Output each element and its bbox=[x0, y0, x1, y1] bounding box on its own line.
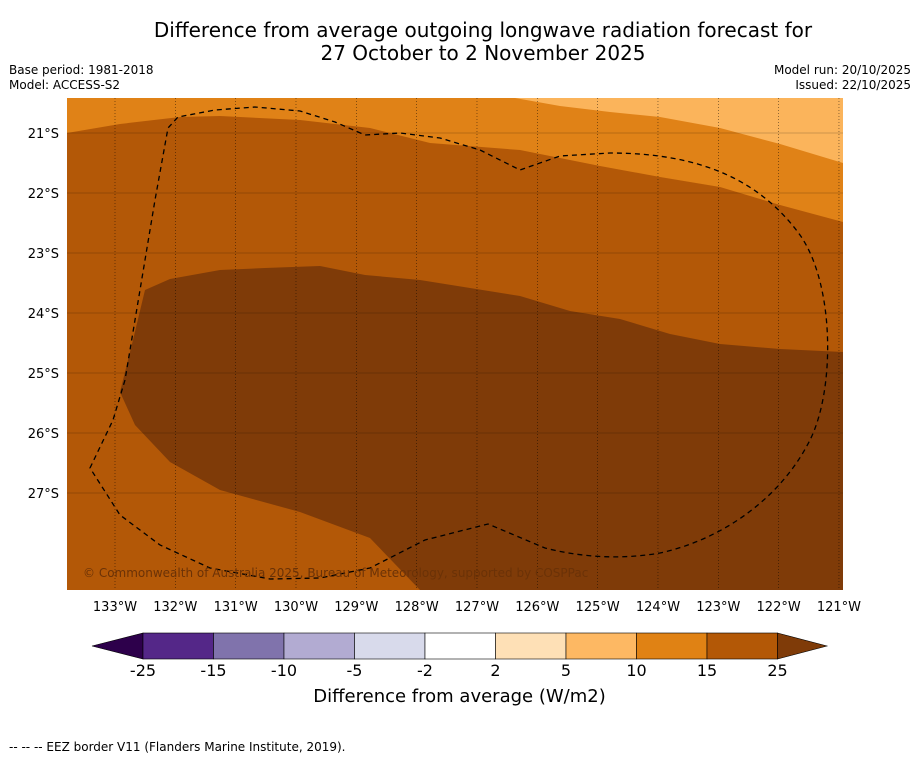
longitude-label: 131°W bbox=[214, 600, 258, 615]
model-run: Model run: 20/10/2025 bbox=[773, 63, 911, 77]
latitude-label: 23°S bbox=[28, 247, 59, 262]
meta-left: Base period: 1981-2018 Model: ACCESS-S2 bbox=[9, 63, 154, 93]
colorbar-label: Difference from average (W/m2) bbox=[313, 686, 606, 707]
longitude-label: 123°W bbox=[696, 600, 740, 615]
colorbar-extend-high bbox=[777, 632, 829, 660]
longitude-label: 132°W bbox=[153, 600, 197, 615]
anomaly-band-5-10 bbox=[515, 98, 843, 163]
colorbar-tick-label: -15 bbox=[200, 661, 227, 680]
anomaly-band-10-15 bbox=[67, 98, 843, 222]
latitude-label: 26°S bbox=[28, 427, 59, 442]
title-line-2: 27 October to 2 November 2025 bbox=[320, 41, 646, 65]
colorbar-swatch bbox=[213, 632, 285, 660]
longitude-label: 133°W bbox=[93, 600, 137, 615]
colorbar-tick-label: -10 bbox=[270, 661, 298, 680]
colorbar bbox=[91, 632, 829, 660]
copyright-text: © Commonwealth of Australia 2025, Bureau… bbox=[83, 566, 588, 580]
colorbar-swatch bbox=[565, 632, 637, 660]
latitude-label: 24°S bbox=[28, 307, 59, 322]
colorbar-tick-label: 2 bbox=[490, 661, 501, 680]
longitude-label: 122°W bbox=[757, 600, 801, 615]
chart-title: Difference from average outgoing longwav… bbox=[0, 19, 919, 65]
colorbar-tick-label: -25 bbox=[129, 661, 157, 680]
longitude-labels: 133°W 132°W 131°W 130°W 129°W 128°W 127°W 126°W… bbox=[93, 600, 861, 615]
colorbar-extend-low bbox=[91, 632, 144, 660]
longitude-label: 125°W bbox=[576, 600, 620, 615]
colorbar-tick-label: 5 bbox=[560, 661, 572, 680]
latitude-labels: 21°S 22°S 23°S 24°S 25°S 26°S 27°S bbox=[28, 127, 59, 502]
colorbar-swatch bbox=[424, 632, 496, 660]
colorbar-swatch bbox=[354, 632, 426, 660]
colorbar-tick-label: 15 bbox=[696, 661, 718, 680]
longitude-label: 129°W bbox=[334, 600, 378, 615]
title-line-1: Difference from average outgoing longwav… bbox=[153, 18, 813, 42]
latitude-label: 22°S bbox=[28, 187, 59, 202]
map-area bbox=[67, 98, 843, 590]
latitude-label: 25°S bbox=[28, 367, 59, 382]
footnote-eez: -- -- -- EEZ border V11 (Flanders Marine… bbox=[9, 740, 346, 754]
longitude-label: 126°W bbox=[515, 600, 559, 615]
colorbar-tick-label: -5 bbox=[346, 661, 363, 680]
base-period: Base period: 1981-2018 bbox=[9, 63, 154, 77]
anomaly-band-25-plus bbox=[120, 266, 843, 590]
longitude-label: 127°W bbox=[455, 600, 499, 615]
colorbar-swatch bbox=[636, 632, 708, 660]
latitude-label: 21°S bbox=[28, 127, 59, 142]
colorbar-swatch bbox=[283, 632, 355, 660]
lat-lon-grid bbox=[67, 98, 843, 590]
colorbar-swatch bbox=[706, 632, 778, 660]
model-name: Model: ACCESS-S2 bbox=[9, 78, 121, 92]
latitude-label: 27°S bbox=[28, 487, 59, 502]
longitude-label: 130°W bbox=[274, 600, 318, 615]
eez-border-line bbox=[89, 106, 829, 580]
colorbar-tick-label: -2 bbox=[417, 661, 433, 680]
colorbar-tick-label: 25 bbox=[767, 661, 788, 680]
longitude-label: 128°W bbox=[395, 600, 439, 615]
colorbar-tick-label: 10 bbox=[626, 661, 647, 680]
longitude-label: 124°W bbox=[636, 600, 680, 615]
longitude-label: 121°W bbox=[817, 600, 861, 615]
colorbar-swatch bbox=[495, 632, 567, 660]
colorbar-swatch bbox=[142, 632, 214, 660]
meta-right: Model run: 20/10/2025 Issued: 22/10/2025 bbox=[774, 63, 911, 93]
issued-date: Issued: 22/10/2025 bbox=[795, 78, 911, 92]
